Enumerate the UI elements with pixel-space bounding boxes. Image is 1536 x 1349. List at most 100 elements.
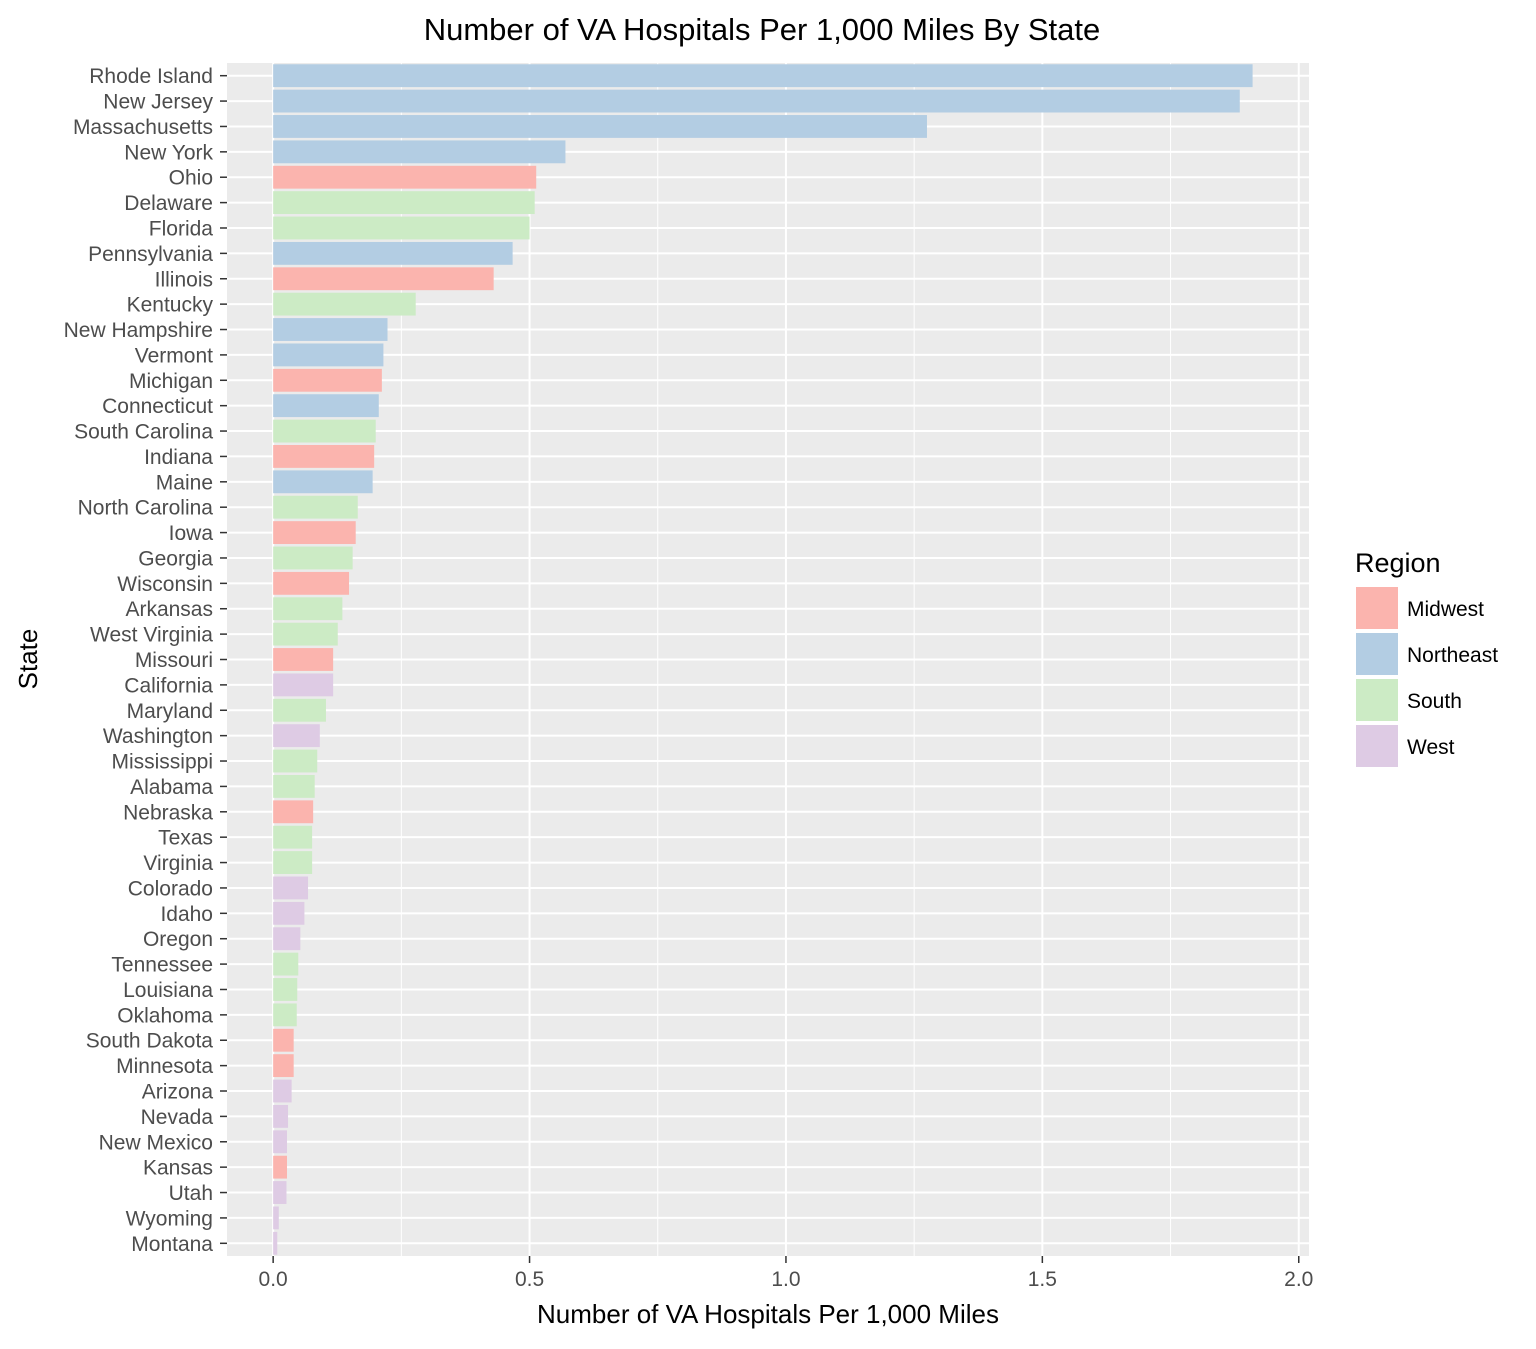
y-tick-label: Washington	[103, 725, 213, 748]
bar-new-mexico	[273, 1130, 287, 1154]
bar-tennessee	[273, 952, 299, 976]
y-tick-label: Georgia	[138, 547, 213, 570]
bar-pennsylvania	[273, 241, 513, 265]
y-tick-label: Idaho	[160, 903, 213, 926]
bar-maine	[273, 470, 373, 494]
y-tick-label: Ohio	[169, 167, 213, 190]
x-tick-label: 1.5	[1028, 1268, 1057, 1291]
bar-delaware	[273, 191, 535, 215]
y-tick-label: South Dakota	[86, 1030, 214, 1053]
y-tick-label: Kansas	[143, 1157, 213, 1180]
legend-key-west	[1356, 725, 1398, 767]
bar-kansas	[273, 1155, 287, 1179]
bar-colorado	[273, 876, 309, 900]
y-tick-label: Mississippi	[111, 751, 213, 774]
bar-georgia	[273, 546, 353, 570]
bar-new-hampshire	[273, 318, 388, 341]
y-tick-label: California	[124, 674, 213, 697]
bar-missouri	[273, 648, 334, 671]
y-tick-label: New Jersey	[103, 91, 213, 114]
bar-north-carolina	[273, 495, 358, 519]
bar-wyoming	[273, 1206, 279, 1230]
y-tick-label: Connecticut	[102, 395, 213, 418]
bar-west-virginia	[273, 622, 338, 646]
y-tick-label: Montana	[131, 1233, 213, 1256]
bar-ohio	[273, 165, 537, 189]
y-tick-label: New Hampshire	[64, 319, 213, 342]
legend-key-northeast	[1356, 633, 1398, 675]
bar-wisconsin	[273, 571, 350, 595]
y-tick-label: Texas	[158, 827, 213, 850]
y-tick-label: New Mexico	[99, 1131, 213, 1154]
y-tick-label: Arizona	[142, 1081, 214, 1104]
y-tick-label: Iowa	[169, 522, 214, 545]
bar-texas	[273, 825, 313, 849]
y-tick-label: Wyoming	[126, 1207, 213, 1230]
y-tick-label: Vermont	[135, 344, 213, 367]
bar-california	[273, 673, 334, 697]
legend-title: Region	[1355, 548, 1441, 578]
y-tick-label: Oregon	[143, 928, 213, 951]
y-tick-label: Colorado	[128, 877, 213, 900]
bar-new-york	[273, 140, 566, 164]
y-tick-label: Illinois	[155, 268, 213, 291]
chart-title: Number of VA Hospitals Per 1,000 Miles B…	[424, 12, 1101, 47]
bar-illinois	[273, 267, 494, 291]
y-tick-label: Louisiana	[123, 979, 213, 1002]
bar-maryland	[273, 698, 326, 722]
bar-south-dakota	[273, 1028, 294, 1052]
bar-nevada	[273, 1104, 289, 1128]
bar-kentucky	[273, 292, 416, 316]
y-tick-label: Utah	[169, 1182, 213, 1205]
bar-idaho	[273, 901, 305, 925]
y-tick-label: Michigan	[129, 370, 213, 393]
y-tick-label: Virginia	[143, 852, 213, 875]
y-tick-label: Delaware	[124, 192, 213, 215]
bar-connecticut	[273, 394, 379, 418]
bar-florida	[273, 216, 530, 240]
y-tick-label: Maine	[156, 471, 213, 494]
bar-new-jersey	[273, 89, 1240, 113]
legend-label-midwest: Midwest	[1407, 598, 1484, 621]
bar-nebraska	[273, 800, 314, 824]
y-tick-label: Wisconsin	[117, 573, 213, 596]
bar-arizona	[273, 1079, 292, 1103]
y-tick-label: North Carolina	[78, 497, 214, 520]
y-tick-label: Minnesota	[116, 1055, 213, 1078]
bar-south-carolina	[273, 419, 376, 443]
bar-arkansas	[273, 597, 343, 621]
bar-indiana	[273, 445, 375, 468]
y-tick-label: Tennessee	[111, 954, 213, 977]
y-tick-label: Indiana	[144, 446, 213, 469]
x-tick-label: 1.0	[771, 1268, 800, 1291]
bar-iowa	[273, 521, 356, 545]
y-tick-label: Alabama	[130, 776, 213, 799]
bar-louisiana	[273, 978, 298, 1001]
bar-minnesota	[273, 1054, 294, 1078]
bar-michigan	[273, 368, 382, 392]
bar-oregon	[273, 927, 301, 951]
x-tick-label: 0.0	[259, 1268, 288, 1291]
y-tick-label: Kentucky	[127, 294, 214, 317]
y-tick-label: Maryland	[127, 700, 213, 723]
bar-massachusetts	[273, 115, 927, 138]
legend-label-south: South	[1407, 690, 1462, 713]
y-tick-label: South Carolina	[74, 421, 213, 444]
legend-label-northeast: Northeast	[1407, 644, 1498, 667]
bar-mississippi	[273, 749, 318, 773]
x-tick-label: 0.5	[515, 1268, 544, 1291]
bar-utah	[273, 1181, 287, 1204]
y-tick-label: Arkansas	[125, 598, 213, 621]
bar-virginia	[273, 851, 313, 874]
bar-alabama	[273, 774, 315, 798]
y-tick-label: Massachusetts	[73, 116, 213, 139]
y-tick-label: New York	[124, 141, 213, 164]
y-tick-label: Nevada	[141, 1106, 214, 1129]
bar-montana	[273, 1231, 278, 1255]
y-tick-label: West Virginia	[90, 624, 213, 647]
bars	[273, 64, 1253, 1255]
y-tick-label: Pennsylvania	[88, 243, 213, 266]
legend-key-south	[1356, 679, 1398, 721]
